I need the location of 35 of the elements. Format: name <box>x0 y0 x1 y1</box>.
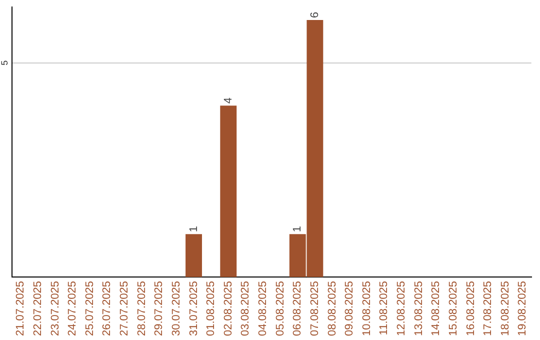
x-tick-label: 22.07.2025 <box>32 280 44 336</box>
x-tick-label: 14.08.2025 <box>430 280 442 336</box>
data-label: 6 <box>308 12 321 18</box>
x-tick-label: 26.07.2025 <box>101 280 114 336</box>
data-label: 1 <box>292 226 304 232</box>
x-tick-label: 07.08.2025 <box>308 280 321 336</box>
x-tick-label: 09.08.2025 <box>344 280 356 336</box>
x-tick-label: 30.07.2025 <box>170 280 182 336</box>
x-tick-label: 23.07.2025 <box>49 280 62 336</box>
x-tick-label: 19.08.2025 <box>516 280 529 336</box>
x-tick-label: 11.08.2025 <box>378 280 390 336</box>
x-tick-label: 31.07.2025 <box>188 280 200 336</box>
data-label: 1 <box>188 226 200 232</box>
x-tick-label: 15.08.2025 <box>447 280 460 336</box>
x-tick-label: 18.08.2025 <box>499 280 512 336</box>
x-tick-label: 25.07.2025 <box>84 280 96 336</box>
x-tick-label: 12.08.2025 <box>396 280 408 336</box>
x-tick-label: 21.07.2025 <box>14 280 27 336</box>
x-tick-label: 08.08.2025 <box>326 280 338 336</box>
x-tick-label: 03.08.2025 <box>240 280 252 336</box>
x-tick-label: 16.08.2025 <box>464 280 477 336</box>
x-tick-label: 24.07.2025 <box>66 280 79 336</box>
x-tick-label: 29.07.2025 <box>153 280 166 336</box>
x-tick-label: 13.08.2025 <box>412 280 425 336</box>
x-tick-label: 27.07.2025 <box>118 280 131 336</box>
x-tick-label: 28.07.2025 <box>136 280 148 336</box>
x-tick-label: 06.08.2025 <box>292 280 304 336</box>
y-tick-label: 5 <box>0 60 10 66</box>
x-tick-label: 17.08.2025 <box>482 280 494 336</box>
data-label: 4 <box>222 98 234 104</box>
x-tick-label: 01.08.2025 <box>205 280 218 336</box>
x-tick-label: 04.08.2025 <box>257 280 270 336</box>
x-tick-label: 10.08.2025 <box>360 280 373 336</box>
x-tick-label: 02.08.2025 <box>222 280 234 336</box>
x-tick-label: 05.08.2025 <box>274 280 286 336</box>
